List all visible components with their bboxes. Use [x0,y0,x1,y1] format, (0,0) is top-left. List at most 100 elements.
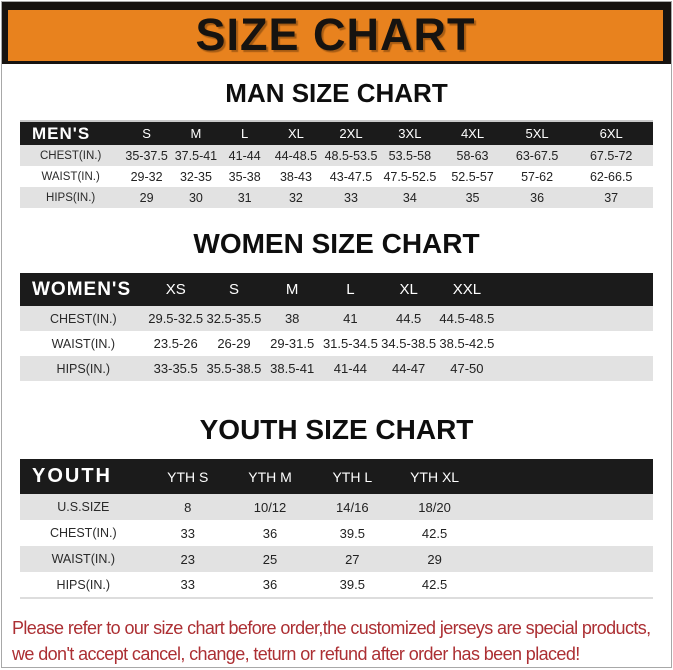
men-value-cell: 53.5-58 [388,148,432,163]
men-value-cell: 63-67.5 [515,148,559,163]
women-row-label: HIPS(IN.) [56,361,111,376]
men-value-cell: 32-35 [179,169,212,184]
women-row: WAIST(IN.) 23.5-26 26-29 29-31.5 31.5-34.5 34… [20,331,653,356]
women-value-cell: 47-50 [450,361,484,376]
men-value-cell: 36 [530,190,545,205]
men-column-header: S [121,121,172,145]
women-row-label: CHEST(IN.) [49,311,117,326]
youth-row-label: HIPS(IN.) [56,577,111,592]
men-value-cell: 62-66.5 [589,169,633,184]
youth-value-cell: 8 [184,499,192,515]
spacer-cell [476,546,653,572]
women-value-cell: 44.5 [395,311,422,326]
men-value-cell: 43-47.5 [329,169,373,184]
women-value-cell: 32.5-35.5 [206,311,262,326]
women-column-header: XS [146,273,205,306]
men-column-header: 4XL [440,121,505,145]
spacer-cell [496,331,653,356]
men-column-header: XL [269,121,323,145]
notice-line-2: we don't accept cancel, change, teturn o… [12,644,580,664]
youth-value-cell: 27 [345,551,360,567]
women-row: CHEST(IN.) 29.5-32.5 32.5-35.5 38 41 44.5 44.5… [20,306,653,331]
men-row-label: HIPS(IN.) [46,191,96,204]
men-value-cell: 57-62 [521,169,554,184]
women-column-header: XL [379,273,438,306]
youth-row: HIPS(IN.) 33 36 39.5 42.5 [20,572,653,598]
men-value-cell: 44-48.5 [274,148,318,163]
youth-value-cell: 39.5 [339,577,365,592]
youth-value-cell: 42.5 [421,577,448,592]
youth-column-header: YTH XL [393,459,476,494]
men-row-label: WAIST(IN.) [41,170,100,183]
men-row: HIPS(IN.) 29 30 31 32 33 34 35 36 37 [20,187,653,208]
men-column-header: M [171,121,220,145]
men-value-cell: 35-38 [228,169,261,184]
men-value-cell: 29 [139,190,154,205]
women-size-table: WOMEN'S XS S M L XL XXL CHEST(IN.) 29.5-32.5 32.5… [20,273,653,381]
spacer-cell [475,459,653,494]
men-value-cell: 29-32 [130,169,163,184]
youth-row-label: CHEST(IN.) [49,526,117,540]
men-column-header: 2XL [322,121,380,145]
youth-size-table: YOUTH YTH S YTH M YTH L YTH XL U.S.SIZE 8 10/12… [20,459,653,599]
women-column-header: L [321,273,380,306]
youth-value-cell: 36 [262,577,278,592]
women-column-header: S [204,273,264,306]
banner: SIZE CHART [2,2,671,64]
women-value-cell: 34.5-38.5 [381,336,437,351]
women-value-cell: 38.5-41 [270,361,315,376]
youth-value-cell: 18/20 [418,499,451,515]
men-value-cell: 58-63 [456,148,489,163]
men-value-cell: 47.5-52.5 [383,169,437,184]
men-value-cell: 30 [188,190,203,205]
men-value-cell: 32 [288,190,303,205]
women-value-cell: 44-47 [392,361,426,376]
women-column-header: M [263,273,322,306]
men-value-cell: 41-44 [228,148,261,163]
banner-orange-panel: SIZE CHART [8,10,663,61]
women-value-cell: 44.5-48.5 [439,311,495,326]
youth-section-heading: YOUTH SIZE CHART [199,414,474,445]
women-value-cell: 41 [343,311,358,326]
youth-corner-label: YOUTH [20,459,147,494]
men-value-cell: 33 [344,190,358,205]
youth-column-header: YTH L [311,459,394,494]
women-value-cell: 23.5-26 [153,336,198,351]
men-column-header: L [219,121,270,145]
men-value-cell: 37.5-41 [174,148,218,163]
women-value-cell: 38 [284,311,300,326]
men-row: WAIST(IN.) 29-32 32-35 35-38 38-43 43-47.5 47.… [20,166,653,187]
youth-value-cell: 10/12 [253,499,287,515]
youth-value-cell: 33 [180,525,195,541]
youth-value-cell: 14/16 [336,499,369,515]
section-youth: YOUTH SIZE CHART YOUTH YTH S YTH M YTH L YTH… [2,415,671,599]
youth-row: U.S.SIZE 8 10/12 14/16 18/20 [20,494,653,520]
women-header-row: WOMEN'S XS S M L XL XXL [20,273,653,306]
size-charts: MAN SIZE CHART MEN'S S M L XL 2XL 3XL 4XL 5XL 6XL… [2,79,671,599]
men-value-cell: 52.5-57 [451,169,494,184]
youth-value-cell: 36 [262,525,278,541]
men-value-cell: 34 [402,190,417,205]
youth-value-cell: 23 [180,551,195,567]
men-size-table: MEN'S S M L XL 2XL 3XL 4XL 5XL 6XL CHEST(IN.) 35-37… [20,120,653,208]
youth-value-cell: 25 [262,551,278,567]
youth-header-row: YOUTH YTH S YTH M YTH L YTH XL [20,459,653,494]
spacer-cell [496,306,653,331]
women-value-cell: 35.5-38.5 [206,361,262,376]
women-value-cell: 33-35.5 [153,361,198,376]
men-row-label: CHEST(IN.) [39,149,102,162]
youth-value-cell: 29 [427,551,442,567]
men-section-heading: MAN SIZE CHART [225,78,448,108]
women-column-header: XXL [437,273,496,306]
men-column-header: 3XL [379,121,441,145]
men-column-header: 5XL [504,121,570,145]
men-value-cell: 38-43 [279,169,312,184]
men-value-cell: 35-37.5 [125,148,168,163]
women-value-cell: 31.5-34.5 [322,336,378,351]
youth-column-header: YTH M [228,459,312,494]
page-title: SIZE CHART [195,9,476,60]
women-corner-label: WOMEN'S [20,273,147,306]
men-column-header: 6XL [569,121,653,145]
youth-row: CHEST(IN.) 33 36 39.5 42.5 [20,520,653,546]
